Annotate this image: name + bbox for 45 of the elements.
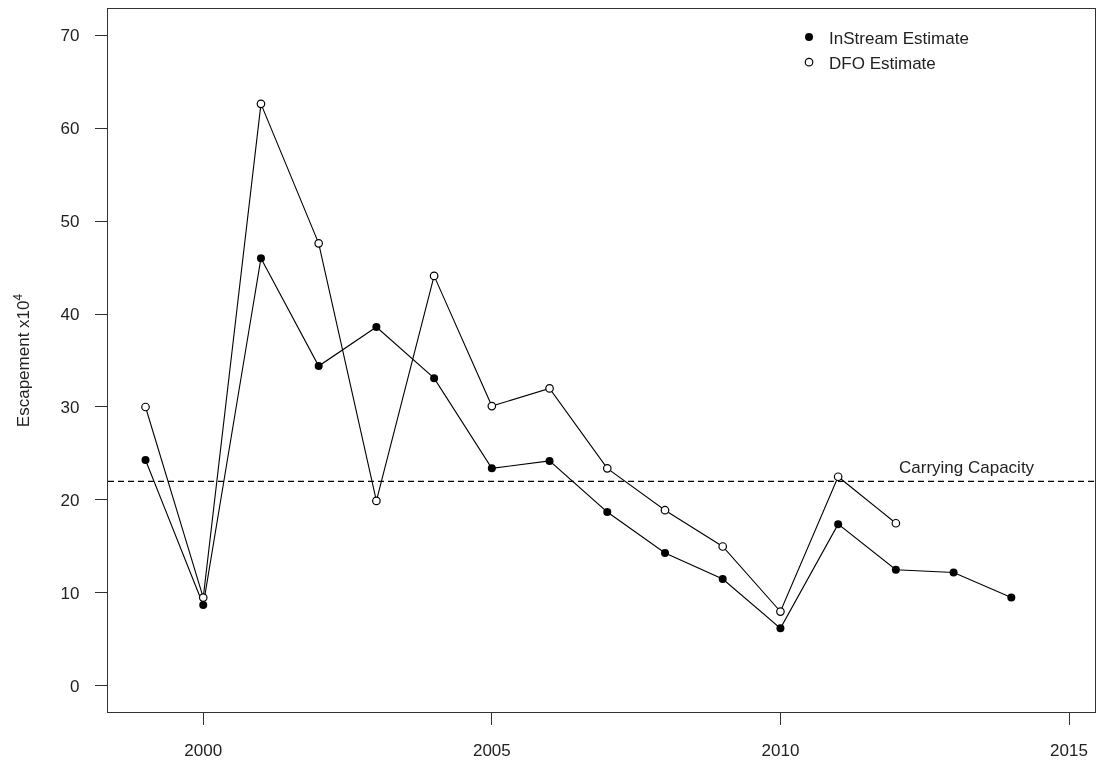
y-tick-label: 60 — [60, 118, 80, 138]
y-tick-label: 50 — [60, 211, 80, 231]
point — [776, 624, 785, 633]
x-tick-label: 2005 — [472, 740, 511, 760]
ref-line-label: Carrying Capacity — [899, 458, 1035, 477]
point — [718, 575, 727, 584]
point — [198, 593, 208, 602]
point — [256, 99, 266, 109]
point — [891, 518, 901, 528]
point — [545, 456, 554, 465]
point — [430, 374, 439, 383]
point — [141, 456, 150, 464]
point — [833, 472, 843, 482]
point — [891, 565, 900, 574]
x-tick-label: 2015 — [1050, 740, 1088, 760]
point — [487, 464, 496, 473]
point — [718, 542, 728, 551]
point — [602, 464, 612, 473]
point — [314, 238, 324, 248]
y-tick-label: 40 — [60, 304, 80, 324]
point — [372, 323, 381, 332]
y-tick-label: 70 — [60, 25, 80, 45]
point — [660, 505, 670, 515]
y-tick-label: 30 — [60, 397, 80, 417]
point — [429, 271, 439, 281]
y-tick-label: 20 — [60, 490, 80, 510]
point — [603, 508, 612, 517]
legend-label: InStream Estimate — [829, 28, 969, 48]
point — [949, 568, 958, 577]
legend-label: DFO Estimate — [829, 53, 936, 73]
point — [314, 362, 323, 371]
y-tick-label: 0 — [69, 676, 80, 696]
point — [545, 384, 554, 393]
y-tick-label: 10 — [60, 583, 80, 603]
x-tick-label: 2000 — [184, 740, 223, 760]
point — [372, 496, 381, 506]
point — [1007, 593, 1016, 602]
point — [834, 520, 843, 529]
point — [660, 548, 669, 557]
point — [256, 254, 265, 263]
x-tick-label: 2010 — [761, 740, 800, 760]
point — [487, 401, 497, 411]
point — [776, 607, 785, 616]
point — [141, 402, 150, 412]
point — [199, 601, 208, 610]
